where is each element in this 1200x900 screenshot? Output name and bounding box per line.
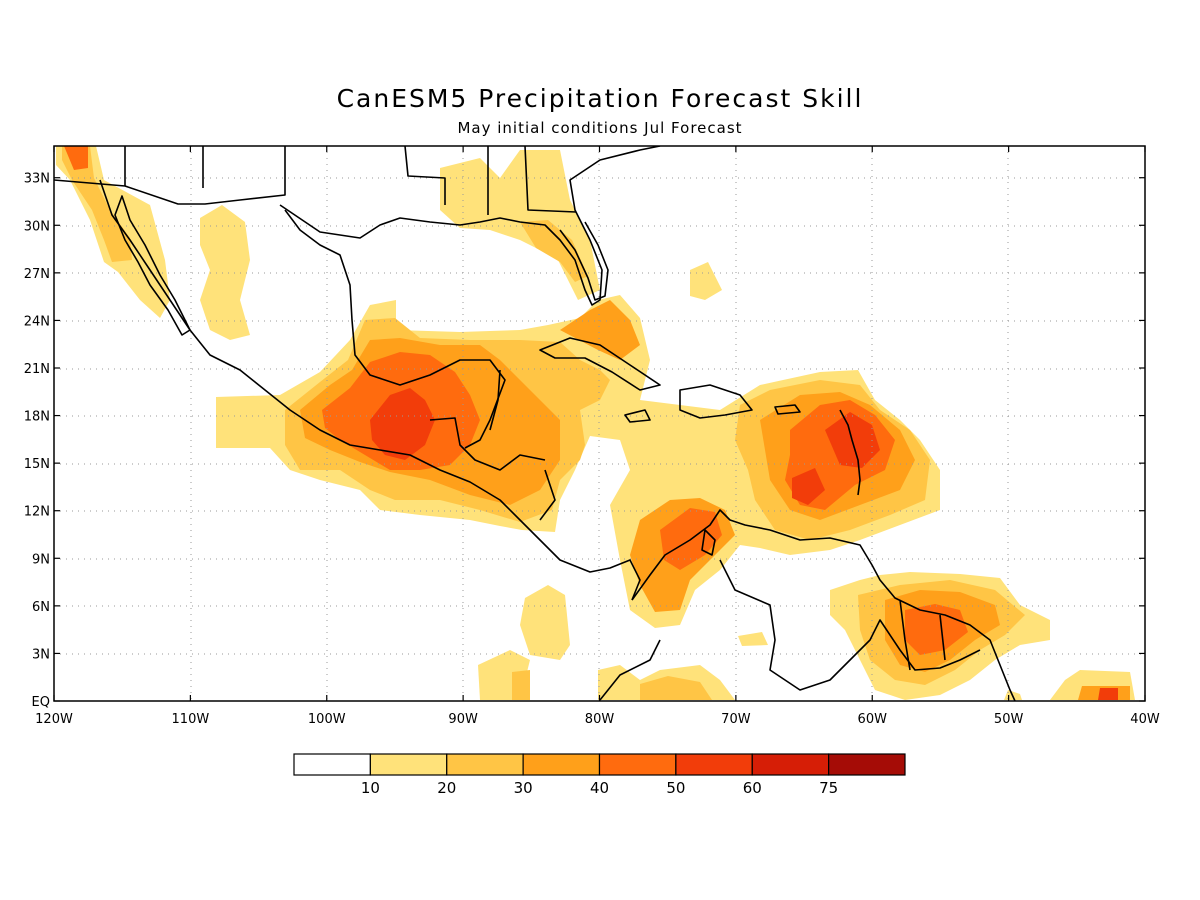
skill-region-baja (62, 146, 132, 262)
florida (559, 221, 609, 301)
skill-region-baja (64, 146, 88, 170)
longitude-axis: 120W 110W 100W 90W 80W 70W 60W 50W 40W (35, 146, 1160, 727)
lon-tick-label: 90W (448, 712, 478, 727)
lat-tick-label: 15N (24, 457, 50, 472)
colorbar-label: 40 (590, 779, 609, 797)
lesser-antilles (839, 409, 861, 496)
state-line (404, 146, 446, 205)
puerto-rico (774, 404, 801, 415)
colorbar-swatch (598, 753, 677, 776)
lat-tick-label: 30N (24, 219, 50, 234)
map-title: CanESM5 Precipitation Forecast Skill (336, 84, 864, 113)
lat-tick-label: 18N (24, 410, 50, 425)
south-america-coast (631, 509, 1016, 701)
skill-region-antilles (792, 468, 825, 505)
skill-region-central-america (370, 388, 435, 460)
lat-tick-label: 24N (24, 314, 50, 329)
lon-tick-label: 60W (858, 712, 888, 727)
colorbar-label: 50 (666, 779, 685, 797)
colorbar: 10 20 30 40 50 60 75 (293, 753, 906, 797)
baja-coast (114, 195, 191, 336)
colorbar-label: 60 (743, 779, 762, 797)
lon-tick-label: 40W (1130, 712, 1160, 727)
colorbar-label: 20 (437, 779, 456, 797)
colorbar-swatch (828, 753, 906, 776)
colorbar-swatch (751, 753, 830, 776)
cuba (539, 337, 661, 391)
colorbar-swatch (293, 753, 371, 776)
lon-tick-label: 120W (35, 712, 73, 727)
grid-lines (54, 146, 1145, 701)
lon-tick-label: 80W (585, 712, 615, 727)
skill-region-gulf-coast (520, 220, 588, 282)
state-line (524, 146, 577, 213)
lat-tick-label: 21N (24, 362, 50, 377)
lon-tick-label: 50W (994, 712, 1024, 727)
skill-region-galapagos (520, 585, 570, 660)
lat-tick-label: 9N (32, 552, 50, 567)
lon-tick-label: 100W (308, 712, 346, 727)
colorbar-swatch (369, 753, 448, 776)
sa-border (719, 559, 981, 691)
skill-region-pacific (512, 670, 530, 700)
sa-border (599, 639, 661, 701)
latitude-axis: EQ 3N 6N 9N 12N 15N 18N 21N 24N 27N 30N 33N (24, 172, 1145, 710)
jamaica (624, 409, 651, 423)
skill-region-atlantic (1098, 688, 1118, 700)
sa-border (899, 599, 911, 671)
skill-region-bahamas (690, 262, 722, 300)
lon-tick-label: 110W (172, 712, 210, 727)
map-subtitle: May initial conditions Jul Forecast (457, 119, 743, 137)
lat-tick-label: 12N (24, 505, 50, 520)
skill-region-amazon (640, 676, 712, 700)
ca-border (429, 417, 546, 471)
colorbar-swatch (522, 753, 601, 776)
colorbar-swatch (675, 753, 753, 776)
lat-tick-label: EQ (32, 695, 50, 710)
lat-tick-label: 6N (32, 600, 50, 615)
coastlines (54, 146, 1016, 701)
colorbar-swatch (446, 753, 524, 776)
lat-tick-label: 27N (24, 267, 50, 282)
skill-region-guianas (905, 604, 968, 655)
colorbar-label: 10 (361, 779, 380, 797)
colorbar-label: 30 (514, 779, 533, 797)
colorbar-label: 75 (819, 779, 838, 797)
mexico-pacific-coast (99, 179, 641, 601)
gulf-north-coast (279, 146, 661, 306)
skill-region-caribbean (560, 300, 640, 360)
skill-region-gulf-coast (440, 150, 600, 300)
ca-border (489, 369, 501, 431)
lat-tick-label: 3N (32, 647, 50, 662)
lake-maracaibo (701, 529, 716, 556)
ca-border (539, 469, 556, 521)
lat-tick-label: 33N (24, 172, 50, 187)
skill-region-amazon (738, 632, 768, 646)
lon-tick-label: 70W (721, 712, 751, 727)
skill-shading (56, 146, 1135, 700)
sa-border (939, 614, 946, 661)
skill-region-sierra (200, 205, 250, 340)
hispaniola (679, 384, 753, 419)
